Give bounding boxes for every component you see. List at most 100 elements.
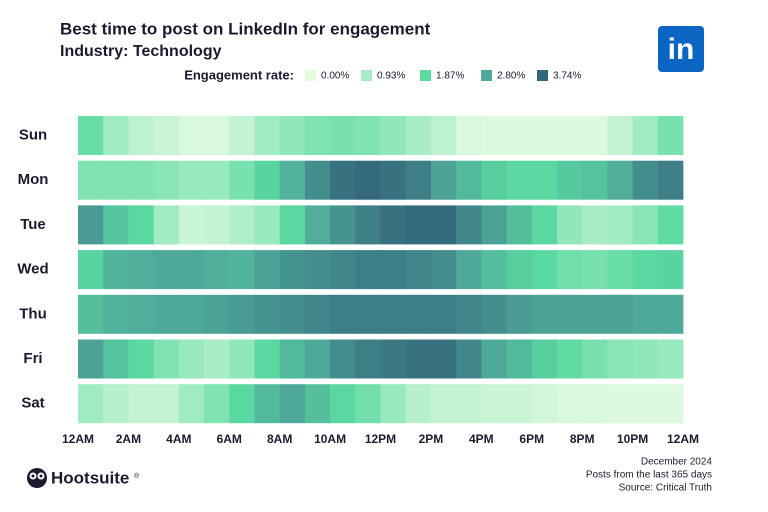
heat-cell bbox=[582, 250, 608, 290]
heat-cell bbox=[78, 339, 104, 379]
heat-cell bbox=[103, 384, 129, 424]
heat-cell bbox=[405, 205, 432, 245]
heat-cell bbox=[178, 116, 205, 155]
heat-cell bbox=[304, 384, 331, 424]
x-tick-label: 6AM bbox=[217, 432, 242, 446]
heat-cell bbox=[178, 205, 205, 245]
heat-cell bbox=[254, 250, 281, 290]
heat-cell bbox=[178, 250, 205, 290]
heat-cell bbox=[481, 384, 507, 424]
x-tick-label: 8AM bbox=[267, 432, 292, 446]
heat-cell bbox=[304, 205, 331, 245]
heat-cell bbox=[355, 205, 381, 245]
heat-cell bbox=[229, 339, 255, 379]
heat-cell bbox=[430, 339, 457, 379]
heat-cell bbox=[506, 205, 533, 245]
heat-cell bbox=[607, 116, 633, 155]
heat-cell bbox=[632, 160, 659, 200]
row-label: Fri bbox=[23, 350, 42, 367]
heat-cell bbox=[657, 205, 684, 245]
legend-label: 1.87% bbox=[436, 71, 464, 82]
x-tick-label: 12AM bbox=[62, 432, 94, 446]
heat-cell bbox=[178, 294, 205, 334]
heat-cell bbox=[204, 384, 230, 424]
row-label: Sat bbox=[21, 395, 44, 412]
heat-cell bbox=[632, 205, 659, 245]
heat-cell bbox=[279, 160, 306, 200]
heat-cell bbox=[430, 384, 457, 424]
brand-mark: ® bbox=[134, 472, 140, 480]
heat-cell bbox=[430, 205, 457, 245]
heat-cell bbox=[229, 205, 255, 245]
heat-cell bbox=[254, 205, 281, 245]
heat-cell bbox=[279, 250, 306, 290]
x-tick-label: 12PM bbox=[365, 432, 396, 446]
row-label: Thu bbox=[19, 305, 47, 322]
heat-cell bbox=[405, 116, 432, 155]
heat-cell bbox=[481, 160, 507, 200]
heat-cell bbox=[330, 294, 356, 334]
heat-cell bbox=[128, 160, 155, 200]
heat-cell bbox=[380, 294, 407, 334]
heat-cell bbox=[128, 205, 155, 245]
heat-cell bbox=[355, 339, 381, 379]
heat-cell bbox=[481, 205, 507, 245]
x-tick-label: 6PM bbox=[519, 432, 544, 446]
heat-cell bbox=[204, 116, 230, 155]
heat-cell bbox=[405, 250, 432, 290]
heat-cell bbox=[178, 384, 205, 424]
heat-cell bbox=[531, 250, 558, 290]
heat-cell bbox=[456, 116, 482, 155]
heat-cell bbox=[380, 384, 407, 424]
heat-cell bbox=[456, 250, 482, 290]
heat-cell bbox=[380, 116, 407, 155]
heat-cell bbox=[330, 339, 356, 379]
heat-cell bbox=[556, 294, 583, 334]
heat-cell bbox=[556, 339, 583, 379]
heat-cell bbox=[607, 339, 633, 379]
heat-cell bbox=[607, 250, 633, 290]
legend-swatch bbox=[537, 70, 548, 81]
heat-cell bbox=[430, 160, 457, 200]
heat-cell bbox=[456, 205, 482, 245]
heat-cell bbox=[78, 250, 104, 290]
heat-cell bbox=[279, 116, 306, 155]
heat-cell bbox=[153, 339, 180, 379]
heat-cell bbox=[582, 384, 608, 424]
heat-cell bbox=[456, 384, 482, 424]
heat-cell bbox=[279, 205, 306, 245]
heat-cell bbox=[481, 250, 507, 290]
heat-cell bbox=[506, 116, 533, 155]
heat-cell bbox=[103, 205, 129, 245]
heat-cell bbox=[204, 294, 230, 334]
heat-cell bbox=[279, 294, 306, 334]
heat-cell bbox=[556, 116, 583, 155]
heat-cell bbox=[254, 384, 281, 424]
heat-cell bbox=[632, 250, 659, 290]
heat-cell bbox=[153, 250, 180, 290]
heat-cell bbox=[153, 205, 180, 245]
heat-cell bbox=[78, 205, 104, 245]
heat-cell bbox=[355, 384, 381, 424]
heat-cell bbox=[128, 250, 155, 290]
heat-cell bbox=[582, 294, 608, 334]
heat-cell bbox=[178, 339, 205, 379]
heat-cell bbox=[405, 294, 432, 334]
heat-cell bbox=[405, 339, 432, 379]
heat-cell bbox=[380, 250, 407, 290]
heat-cell bbox=[506, 384, 533, 424]
heat-cell bbox=[657, 339, 684, 379]
heat-cell bbox=[531, 384, 558, 424]
heat-cell bbox=[607, 160, 633, 200]
heat-cell bbox=[229, 116, 255, 155]
heat-cell bbox=[632, 294, 659, 334]
footer-note: December 2024 bbox=[641, 457, 713, 468]
heat-cell bbox=[229, 294, 255, 334]
heat-cell bbox=[330, 250, 356, 290]
heat-cell bbox=[531, 294, 558, 334]
heat-cell bbox=[506, 250, 533, 290]
heat-cell bbox=[103, 339, 129, 379]
heat-cell bbox=[355, 116, 381, 155]
legend-swatch bbox=[361, 70, 372, 81]
heat-cell bbox=[103, 160, 129, 200]
